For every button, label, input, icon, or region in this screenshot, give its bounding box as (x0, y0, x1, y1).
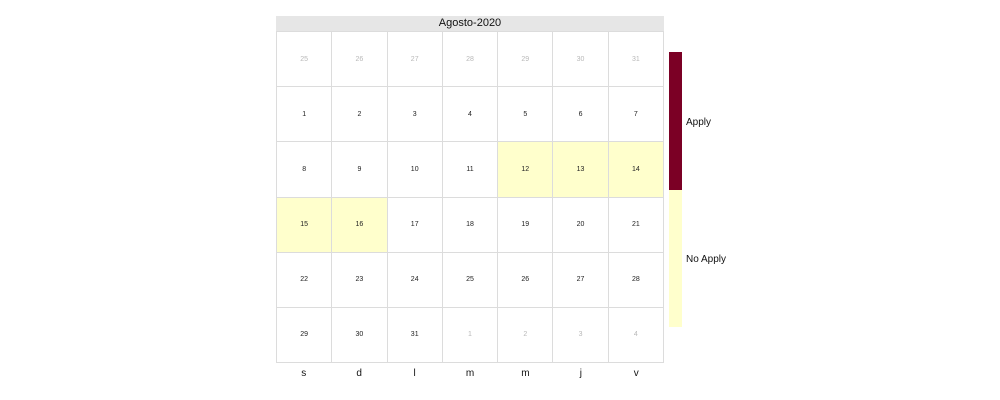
calendar-day-cell: 24 (387, 252, 443, 308)
calendar-day-cell: 5 (498, 87, 554, 143)
calendar-day-cell: 29 (277, 307, 333, 363)
calendar-day-cell: 27 (387, 32, 443, 88)
calendar-day-cell: 3 (387, 87, 443, 143)
calendar-day-cell: 11 (442, 142, 499, 198)
calendar-day-cell: 6 (553, 87, 609, 143)
weekday-label: j (579, 368, 582, 379)
calendar-day-cell: 13 (553, 142, 609, 198)
weekday-label: m (465, 368, 475, 379)
calendar-day-cell: 4 (608, 307, 664, 363)
weekday-label: l (413, 368, 416, 379)
calendar-day-cell: 1 (277, 87, 333, 143)
calendar-day-cell: 12 (498, 142, 554, 198)
weekday-label: m (521, 368, 530, 379)
calendar-day-cell: 17 (387, 197, 443, 253)
calendar-grid: 25 26 27 28 29 30 31 1 2 3 4 5 6 7 8 9 10 11 12 13 14 15 16 17 1… (276, 31, 664, 363)
calendar-day-cell: 18 (442, 197, 499, 253)
weekday-label: s (301, 368, 307, 379)
calendar-day-cell: 9 (332, 142, 388, 198)
calendar-day-cell: 23 (332, 252, 388, 308)
calendar-day-cell: 29 (498, 32, 554, 88)
calendar-title: Agosto-2020 (276, 16, 664, 31)
calendar-day-cell: 2 (332, 87, 388, 143)
calendar-day-cell: 15 (277, 197, 333, 253)
calendar-day-cell: 20 (553, 197, 609, 253)
calendar-day-cell: 22 (277, 252, 333, 308)
legend-color-bar (669, 52, 682, 327)
calendar-day-cell: 7 (608, 87, 664, 143)
legend-label-apply: Apply (686, 117, 712, 128)
calendar-day-cell: 19 (498, 197, 554, 253)
legend-label-no-apply: No Apply (686, 254, 727, 265)
calendar-day-cell: 3 (553, 307, 609, 363)
calendar-day-cell: 14 (608, 142, 664, 198)
calendar-day-cell: 31 (387, 307, 443, 363)
calendar-day-cell: 31 (608, 32, 664, 88)
calendar-day-cell: 2 (498, 307, 554, 363)
calendar-day-cell: 10 (387, 142, 443, 198)
legend-swatch (669, 189, 682, 327)
calendar-day-cell: 1 (442, 307, 499, 363)
calendar-day-cell: 27 (553, 252, 609, 308)
weekday-label: v (633, 368, 639, 379)
calendar-day-cell: 26 (498, 252, 554, 308)
calendar-day-cell: 30 (553, 32, 609, 88)
calendar-day-cell: 26 (332, 32, 388, 88)
weekday-label: d (356, 368, 362, 379)
calendar-day-cell: 28 (442, 32, 499, 88)
calendar-day-cell: 4 (442, 87, 499, 143)
calendar-day-cell: 30 (332, 307, 388, 363)
calendar-day-cell: 28 (608, 252, 664, 308)
legend-swatch (669, 52, 682, 190)
calendar-day-cell: 25 (277, 32, 333, 88)
calendar-day-cell: 21 (608, 197, 664, 253)
calendar-day-cell: 8 (277, 142, 333, 198)
calendar-day-cell: 25 (442, 252, 499, 308)
calendar-day-cell: 16 (332, 197, 388, 253)
